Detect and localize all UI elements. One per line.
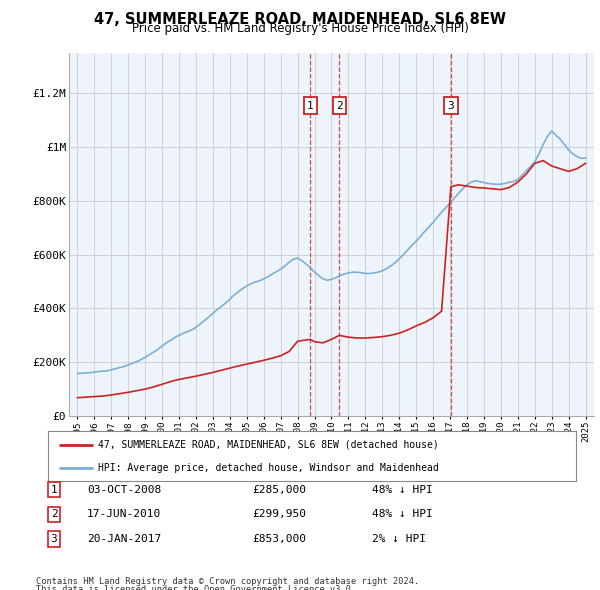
Text: £285,000: £285,000 <box>252 485 306 494</box>
Text: 1: 1 <box>307 101 314 111</box>
Text: 3: 3 <box>448 101 454 111</box>
Text: This data is licensed under the Open Government Licence v3.0.: This data is licensed under the Open Gov… <box>36 585 356 590</box>
Text: HPI: Average price, detached house, Windsor and Maidenhead: HPI: Average price, detached house, Wind… <box>98 463 439 473</box>
Text: 20-JAN-2017: 20-JAN-2017 <box>87 535 161 544</box>
Text: £299,950: £299,950 <box>252 510 306 519</box>
Text: £853,000: £853,000 <box>252 535 306 544</box>
Text: 47, SUMMERLEAZE ROAD, MAIDENHEAD, SL6 8EW (detached house): 47, SUMMERLEAZE ROAD, MAIDENHEAD, SL6 8E… <box>98 440 439 450</box>
Text: 03-OCT-2008: 03-OCT-2008 <box>87 485 161 494</box>
Text: 48% ↓ HPI: 48% ↓ HPI <box>372 485 433 494</box>
Text: 1: 1 <box>50 485 58 494</box>
Text: Contains HM Land Registry data © Crown copyright and database right 2024.: Contains HM Land Registry data © Crown c… <box>36 577 419 586</box>
Text: 48% ↓ HPI: 48% ↓ HPI <box>372 510 433 519</box>
Text: 2: 2 <box>50 510 58 519</box>
Text: 3: 3 <box>50 535 58 544</box>
Text: Price paid vs. HM Land Registry's House Price Index (HPI): Price paid vs. HM Land Registry's House … <box>131 22 469 35</box>
Text: 2% ↓ HPI: 2% ↓ HPI <box>372 535 426 544</box>
Text: 47, SUMMERLEAZE ROAD, MAIDENHEAD, SL6 8EW: 47, SUMMERLEAZE ROAD, MAIDENHEAD, SL6 8E… <box>94 12 506 27</box>
Text: 17-JUN-2010: 17-JUN-2010 <box>87 510 161 519</box>
Text: 2: 2 <box>336 101 343 111</box>
